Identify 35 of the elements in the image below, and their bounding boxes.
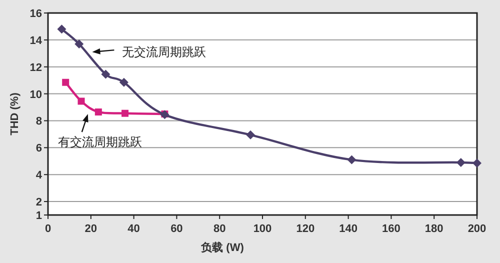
y-tick-label: 10 [30,88,42,101]
x-tick-label: 60 [170,223,183,235]
y-tick-label: 4 [36,170,43,182]
x-tick-label: 40 [128,223,140,235]
y-tick-label: 1 [36,210,42,222]
annotation: 有交流周期跳跃 [58,135,142,149]
point [119,78,128,87]
y-tick-label: 2 [36,196,42,209]
point [78,98,85,105]
point [101,70,110,79]
point [347,155,356,164]
y-tick-label: 6 [36,142,42,155]
y-tick-label: 12 [30,62,42,74]
y-tick-label: 14 [30,34,43,47]
point [94,108,102,116]
point [57,24,66,34]
y-tick-label: 16 [30,8,42,20]
x-tick-label: 140 [339,223,358,235]
point [472,158,482,168]
x-tick-label: 120 [296,223,315,235]
x-tick-label: 180 [424,223,444,235]
x-tick-label: 100 [253,223,272,235]
x-tick-label: 0 [44,223,52,235]
x-tick-label: 160 [382,223,400,235]
y-tick-label: 8 [36,116,42,128]
point [246,130,255,140]
point [62,78,70,86]
x-axis-title: 负载 (W) [200,241,244,254]
annotation: 无交流周期跳跃 [122,45,206,60]
x-tick-label: 200 [468,223,486,235]
x-tick-label: 20 [84,223,98,235]
point [122,110,129,117]
y-axis-title: THD (%) [9,92,21,136]
point [74,39,84,48]
x-tick-label: 80 [213,223,226,235]
